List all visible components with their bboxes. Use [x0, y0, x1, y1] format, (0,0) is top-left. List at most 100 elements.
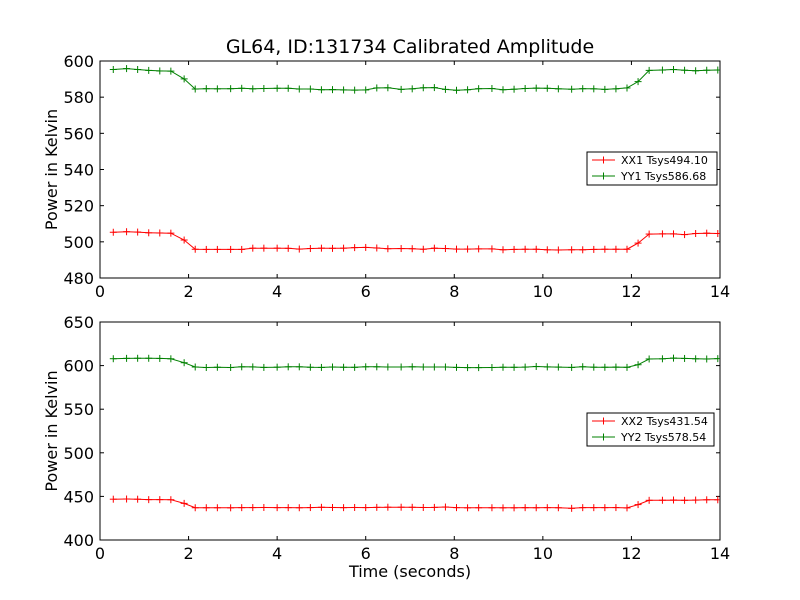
data-point: [499, 246, 507, 254]
data-point: [645, 355, 653, 363]
data-point: [180, 499, 188, 507]
data-point: [543, 246, 551, 254]
legend-label: XX1 Tsys494.10: [621, 154, 708, 167]
data-point: [384, 245, 392, 253]
data-point: [167, 355, 175, 363]
data-point: [453, 504, 460, 512]
data-point: [213, 85, 221, 93]
data-point: [249, 363, 257, 371]
y-axis-label: Power in Kelvin: [42, 109, 61, 230]
data-point: [156, 354, 164, 362]
data-point: [623, 245, 631, 253]
data-point: [145, 66, 153, 74]
data-point: [145, 229, 153, 237]
data-point: [109, 355, 117, 363]
data-point: [681, 66, 689, 74]
data-point: [612, 245, 620, 253]
data-point: [340, 363, 348, 371]
data-point: [430, 363, 438, 371]
data-point: [543, 363, 551, 371]
y-tick-label: 560: [63, 124, 94, 143]
data-point: [430, 84, 438, 92]
data-point: [156, 229, 164, 237]
data-point: [238, 363, 246, 371]
data-point: [692, 67, 700, 75]
data-point: [590, 245, 598, 253]
x-tick-label: 2: [183, 282, 193, 301]
data-point: [191, 363, 199, 371]
x-tick-label: 6: [361, 282, 371, 301]
data-point: [238, 84, 246, 92]
x-tick-label: 2: [183, 544, 193, 563]
y-tick-label: 520: [63, 197, 94, 216]
data-point: [249, 504, 257, 512]
data-point: [306, 245, 314, 253]
data-point: [202, 504, 210, 512]
data-point: [475, 504, 483, 512]
data-point: [623, 363, 631, 371]
data-point: [488, 364, 496, 372]
data-point: [134, 228, 142, 236]
data-point: [601, 363, 609, 371]
data-point: [397, 363, 405, 371]
data-point: [273, 244, 281, 252]
y-tick-label: 400: [63, 531, 94, 550]
data-point: [579, 363, 587, 371]
data-point: [384, 503, 392, 511]
data-point: [213, 245, 221, 253]
y-tick-label: 600: [63, 357, 94, 376]
top-plot-panel: 0 2 4 6 8 10 12 14 480 500 520 540 560 580 600 Power in…: [42, 52, 730, 301]
data-point: [453, 245, 460, 253]
data-point: [601, 245, 609, 253]
data-point: [317, 503, 325, 511]
data-point: [373, 363, 381, 371]
data-point: [167, 496, 175, 504]
data-point: [714, 355, 720, 363]
data-point: [670, 354, 677, 362]
data-point: [373, 503, 381, 511]
x-tick-label: 4: [272, 544, 282, 563]
y-tick-label: 500: [63, 233, 94, 252]
data-point: [681, 496, 689, 504]
data-point: [703, 229, 711, 237]
data-point: [329, 86, 336, 94]
data-point: [590, 85, 598, 93]
data-point: [670, 496, 677, 504]
data-point: [362, 243, 370, 251]
data-point: [692, 355, 700, 363]
data-point: [634, 239, 642, 247]
data-point: [408, 245, 416, 253]
data-point: [532, 362, 540, 370]
y-tick-label: 650: [63, 313, 94, 332]
data-point: [384, 84, 392, 92]
data-point: [191, 85, 199, 93]
data-point: [306, 363, 314, 371]
x-tick-label: 8: [449, 544, 459, 563]
data-point: [109, 228, 117, 236]
data-point: [510, 363, 518, 371]
data-point: [612, 85, 620, 93]
data-point: [317, 244, 325, 252]
data-point: [306, 85, 314, 93]
data-point: [714, 66, 720, 74]
data-point: [156, 67, 164, 75]
data-point: [510, 85, 518, 93]
data-point: [180, 75, 188, 83]
data-point: [397, 503, 405, 511]
data-point: [295, 363, 303, 371]
data-point: [284, 504, 292, 512]
x-tick-label: 10: [533, 282, 553, 301]
data-point: [408, 503, 416, 511]
data-point: [419, 363, 427, 371]
data-point: [590, 363, 598, 371]
data-point: [134, 65, 142, 73]
data-point: [202, 245, 210, 253]
data-point: [634, 501, 642, 509]
data-point: [670, 230, 677, 238]
data-point: [430, 503, 438, 511]
data-point: [623, 84, 631, 92]
data-point: [317, 363, 325, 371]
data-point: [601, 85, 609, 93]
data-point: [645, 496, 653, 504]
